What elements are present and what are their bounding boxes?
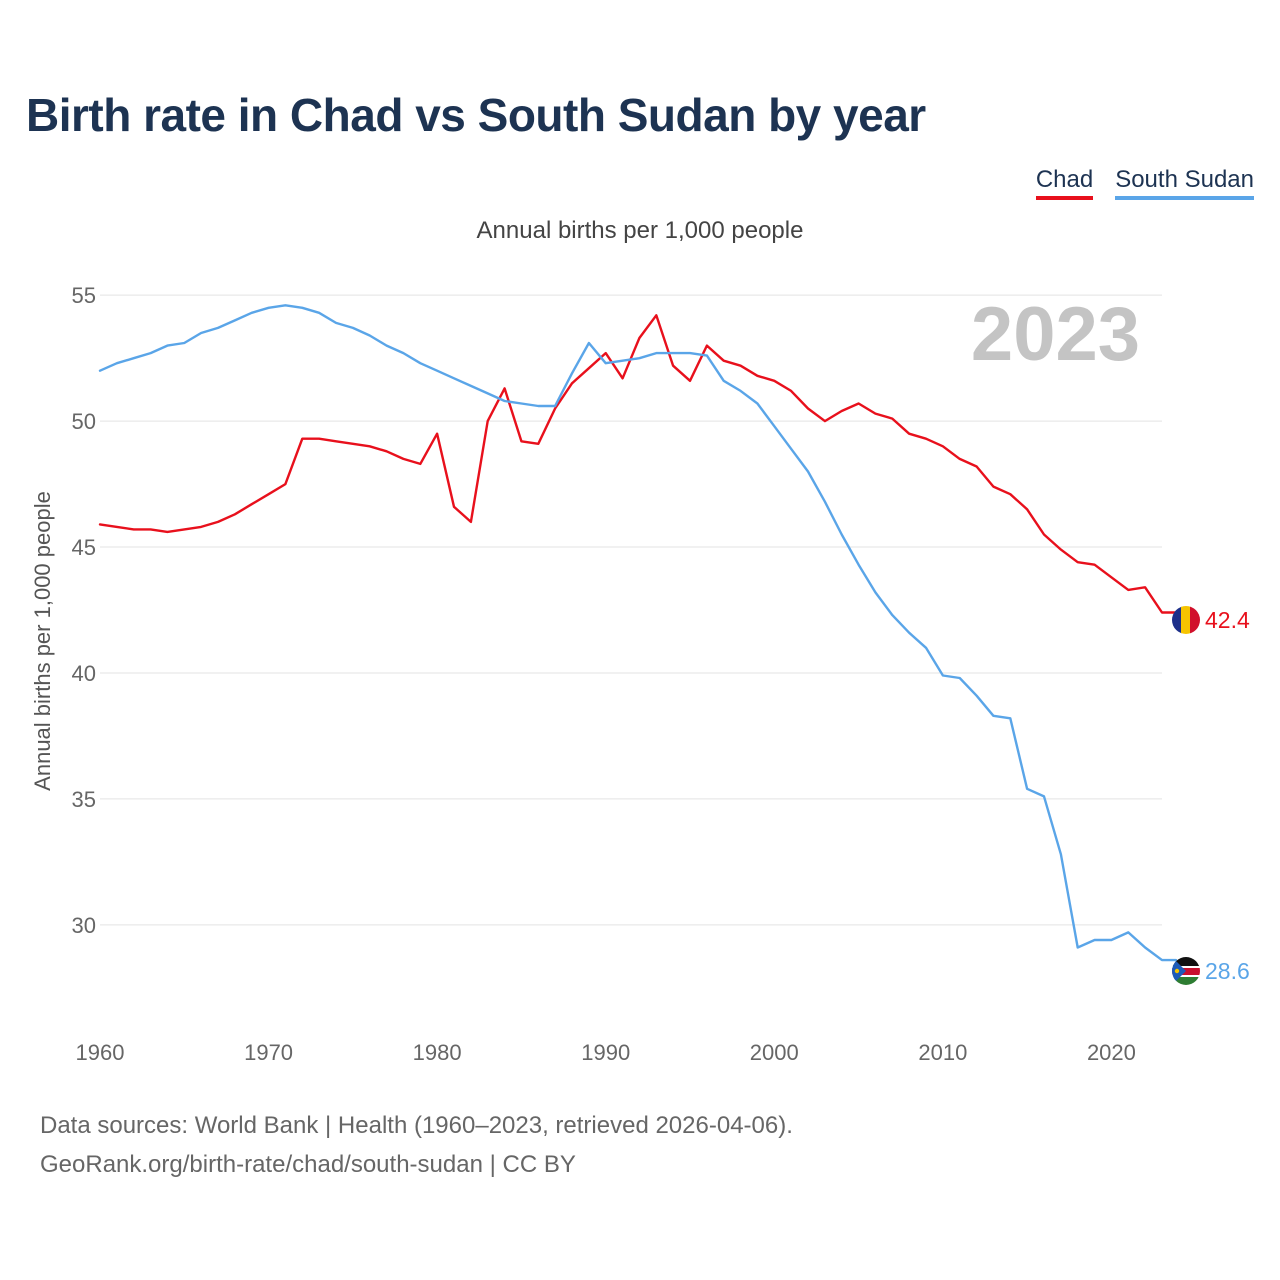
- y-tick-label: 55: [72, 283, 96, 308]
- legend-item-chad[interactable]: Chad: [1035, 166, 1094, 200]
- x-tick-label: 2000: [750, 1040, 799, 1065]
- y-tick-label: 40: [72, 661, 96, 686]
- year-watermark: 2023: [971, 292, 1140, 377]
- y-tick-label: 50: [72, 409, 96, 434]
- legend-item-south-sudan[interactable]: South Sudan: [1115, 166, 1254, 200]
- series-line-south-sudan[interactable]: [98, 304, 1178, 962]
- footer: Data sources: World Bank | Health (1960–…: [40, 1106, 793, 1184]
- chart-subtitle: Annual births per 1,000 people: [476, 217, 804, 244]
- series-lines: [98, 304, 1178, 962]
- y-tick-label: 35: [72, 787, 96, 812]
- x-tick-label: 2010: [918, 1040, 967, 1065]
- grid-lines: [100, 294, 1162, 926]
- y-tick-label: 30: [72, 913, 96, 938]
- x-axis-ticks: 1960 1970 1980 1990 2000 2010 2020: [76, 1040, 1136, 1065]
- legend: Chad South Sudan: [1035, 166, 1254, 200]
- y-tick-label: 45: [72, 535, 96, 560]
- chart-title: Birth rate in Chad vs South Sudan by yea…: [26, 89, 926, 141]
- source-url[interactable]: GeoRank.org/birth-rate/chad/south-sudan …: [40, 1151, 576, 1178]
- chad-flag-icon: [1172, 606, 1200, 634]
- south-sudan-end-value-label: 28.6: [1205, 958, 1250, 984]
- y-axis-ticks: 30 35 40 45 50 55: [72, 283, 96, 938]
- source-note: Data sources: World Bank | Health (1960–…: [40, 1112, 793, 1139]
- south-sudan-flag-icon: [1172, 957, 1200, 985]
- y-axis-label: Annual births per 1,000 people: [30, 491, 55, 791]
- x-tick-label: 1990: [581, 1040, 630, 1065]
- x-tick-label: 1980: [413, 1040, 462, 1065]
- chad-end-value-label: 42.4: [1205, 607, 1250, 633]
- x-tick-label: 1970: [244, 1040, 293, 1065]
- line-chart: 2023 30 35 40 45 50 55 1960 1970 1980 1990 2000 20…: [30, 283, 1250, 1065]
- x-tick-label: 1960: [76, 1040, 125, 1065]
- x-tick-label: 2020: [1087, 1040, 1136, 1065]
- series-line-chad[interactable]: [98, 314, 1178, 614]
